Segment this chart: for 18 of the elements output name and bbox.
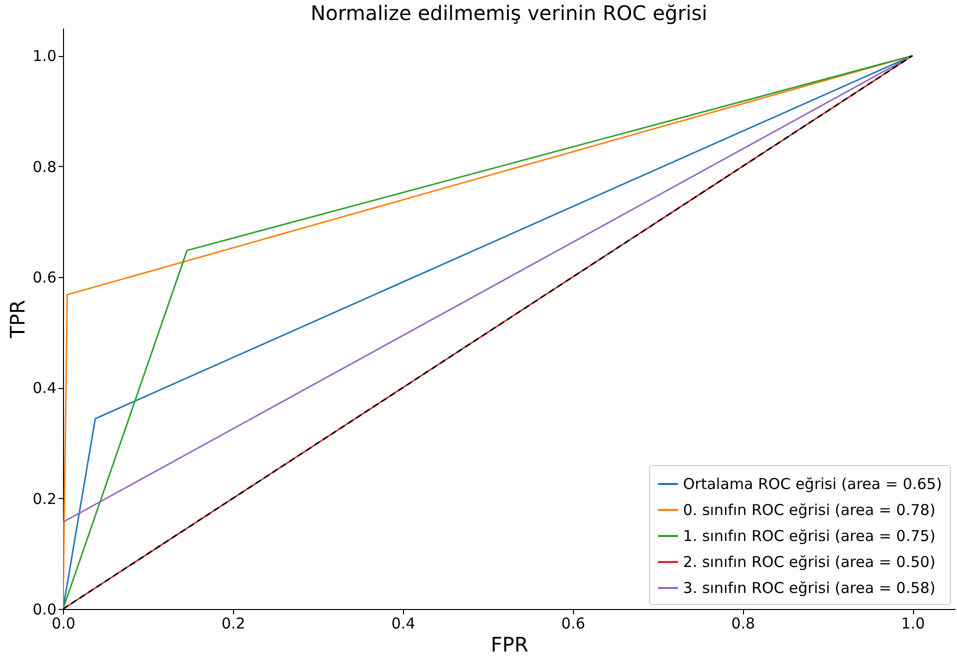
x-tick-label: 0.6 <box>561 614 586 632</box>
y-tick-label: 0.8 <box>32 158 56 176</box>
y-tick-label: 0.4 <box>32 379 56 398</box>
legend-label: 1. sınıfın ROC eğrisi (area = 0.75) <box>683 527 936 545</box>
x-tick-label: 0.4 <box>391 614 416 632</box>
legend-label: 3. sınıfın ROC eğrisi (area = 0.58) <box>683 579 936 597</box>
y-tick-label: 0.6 <box>32 268 56 286</box>
x-axis-title: FPR <box>490 632 528 656</box>
y-tick-label: 0.2 <box>32 490 56 508</box>
x-tick-label: 0.2 <box>221 614 246 632</box>
legend-label: 2. sınıfın ROC eğrisi (area = 0.50) <box>683 553 936 571</box>
x-tick-label: 1.0 <box>901 614 925 632</box>
chart-title: Normalize edilmemiş verinin ROC eğrisi <box>310 1 708 25</box>
x-tick-label: 0.8 <box>731 614 756 632</box>
legend-label: Ortalama ROC eğrisi (area = 0.65) <box>683 475 942 493</box>
legend-label: 0. sınıfın ROC eğrisi (area = 0.78) <box>683 501 936 519</box>
y-axis-title: TPR <box>6 300 30 340</box>
y-tick-label: 1.0 <box>32 47 56 66</box>
